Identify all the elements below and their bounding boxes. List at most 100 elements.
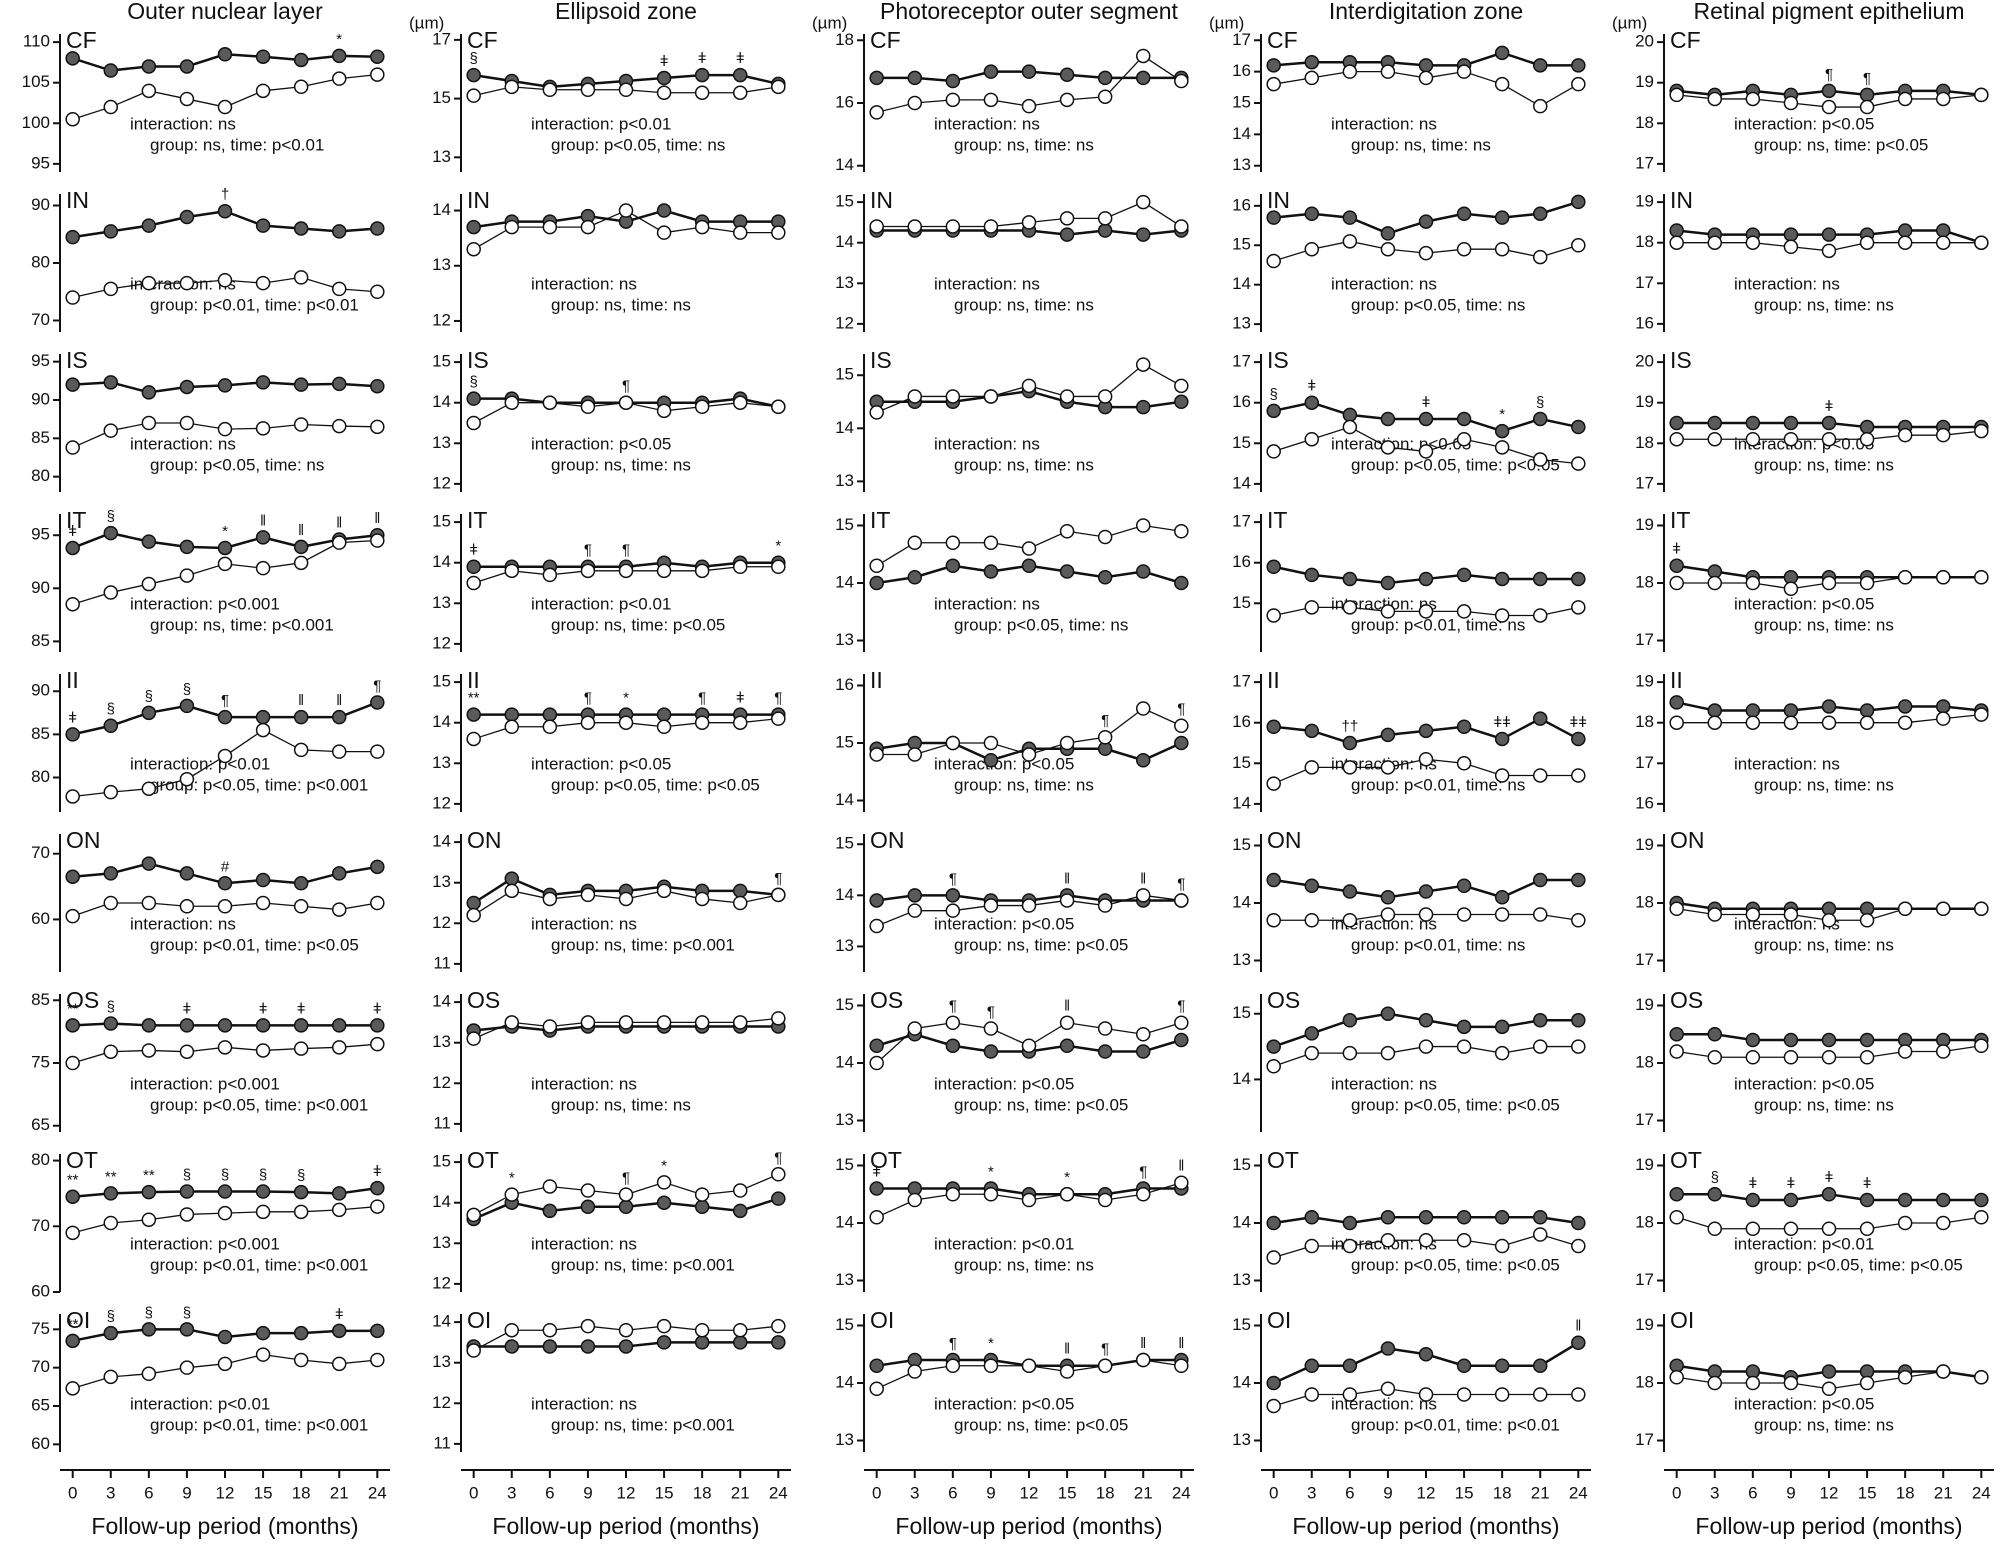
data-point xyxy=(1266,1375,1281,1391)
stats-text: group: ns, time: ns xyxy=(954,775,1094,794)
data-point xyxy=(1135,564,1151,579)
y-tick-label: 14 xyxy=(1232,124,1251,143)
data-point xyxy=(370,744,385,759)
stats-text: group: p<0.05, time: p<0.05 xyxy=(551,775,760,794)
y-tick-label: 16 xyxy=(1635,313,1654,332)
data-point xyxy=(1135,357,1151,372)
data-point xyxy=(370,378,385,394)
data-point xyxy=(1571,872,1586,888)
data-point xyxy=(370,284,385,299)
data-point xyxy=(1097,529,1113,545)
data-point xyxy=(1021,64,1037,79)
stats-text: interaction: ns xyxy=(531,1075,637,1094)
data-point xyxy=(580,1015,596,1030)
data-point xyxy=(1935,235,1951,250)
data-point xyxy=(504,79,520,95)
y-tick-label: 19 xyxy=(1635,672,1654,691)
y-tick-label: 15 xyxy=(1232,593,1251,612)
y-tick-label: 20 xyxy=(1635,352,1654,371)
data-point xyxy=(1021,378,1037,394)
data-point xyxy=(1342,1238,1358,1254)
y-tick-label: 17 xyxy=(1635,753,1654,772)
data-point xyxy=(1859,87,1875,103)
y-tick-label: 14 xyxy=(432,1312,451,1331)
data-point xyxy=(141,1043,157,1058)
y-tick-label: 15 xyxy=(1232,92,1251,111)
data-point xyxy=(1342,1215,1358,1231)
data-point xyxy=(1135,1044,1151,1059)
significance-mark: ** xyxy=(67,1172,79,1189)
stats-text: group: p<0.01, time: ns xyxy=(1351,615,1525,634)
data-point xyxy=(1304,431,1320,447)
data-point xyxy=(65,789,80,804)
region-label: CF xyxy=(870,27,901,53)
region-label: IT xyxy=(1670,507,1690,533)
data-point xyxy=(945,219,961,234)
data-point xyxy=(1707,1221,1723,1236)
data-point xyxy=(466,1031,481,1046)
stats-text: group: ns, time: ns xyxy=(1754,295,1894,314)
data-point xyxy=(1418,604,1434,619)
significance-mark: ‖ xyxy=(1064,1341,1070,1358)
data-point xyxy=(141,415,157,431)
data-point xyxy=(1304,1026,1320,1041)
y-tick-label: 75 xyxy=(31,1319,50,1338)
y-tick-label: 14 xyxy=(432,552,451,571)
data-point xyxy=(907,570,923,585)
data-point xyxy=(1859,575,1875,591)
y-tick-label: 13 xyxy=(432,872,451,891)
stats-text: group: ns, time: ns xyxy=(1754,935,1894,954)
data-point xyxy=(771,1167,786,1182)
data-point xyxy=(466,707,481,722)
data-point xyxy=(656,225,672,240)
significance-mark: ǂ xyxy=(68,523,77,540)
data-point xyxy=(141,1184,157,1200)
data-point xyxy=(1532,58,1548,73)
data-point xyxy=(293,555,309,571)
y-tick-label: 85 xyxy=(31,631,50,650)
data-point xyxy=(1494,423,1510,439)
data-point xyxy=(65,229,80,245)
data-point xyxy=(1571,731,1586,747)
data-point xyxy=(1821,575,1837,591)
stats-text: group: p<0.05, time: p<0.05 xyxy=(1754,1255,1963,1274)
data-point xyxy=(1897,1215,1913,1231)
data-point xyxy=(580,715,596,730)
y-tick-label: 14 xyxy=(432,200,451,219)
data-point xyxy=(1494,1387,1510,1402)
significance-mark: ǂ xyxy=(297,1000,306,1017)
data-point xyxy=(542,1019,558,1034)
stats-text: interaction: ns xyxy=(934,435,1040,454)
data-point xyxy=(694,891,710,907)
y-tick-label: 14 xyxy=(835,885,854,904)
data-point xyxy=(1859,1192,1875,1208)
data-point xyxy=(1494,907,1510,922)
y-tick-label: 17 xyxy=(1635,273,1654,292)
y-tick-label: 13 xyxy=(835,936,854,955)
stats-text: interaction: ns xyxy=(531,275,637,294)
x-axis-label: Follow-up period (months) xyxy=(91,1513,358,1539)
data-point xyxy=(141,1212,157,1227)
y-tick-label: 13 xyxy=(432,753,451,772)
data-point xyxy=(1304,395,1320,410)
data-point xyxy=(732,1322,748,1338)
significance-mark: ǂ xyxy=(736,690,745,707)
data-point xyxy=(656,70,672,86)
data-point xyxy=(1304,206,1320,221)
data-point xyxy=(1821,1221,1837,1236)
data-point xyxy=(103,866,119,881)
data-point xyxy=(1097,89,1113,104)
data-point xyxy=(1859,1221,1875,1236)
data-point xyxy=(1707,431,1723,447)
x-tick-label: 15 xyxy=(655,1483,674,1502)
x-tick-label: 21 xyxy=(731,1483,750,1502)
data-point xyxy=(869,405,884,420)
data-point xyxy=(1418,1013,1434,1028)
region-label: II xyxy=(1267,667,1280,693)
data-point xyxy=(255,1018,271,1033)
panel-title: Interdigitation zone xyxy=(1329,0,1523,24)
data-point xyxy=(179,568,195,583)
x-tick-label: 21 xyxy=(1934,1483,1953,1502)
stats-text: interaction: p<0.001 xyxy=(130,1235,280,1254)
data-point xyxy=(1669,715,1684,730)
